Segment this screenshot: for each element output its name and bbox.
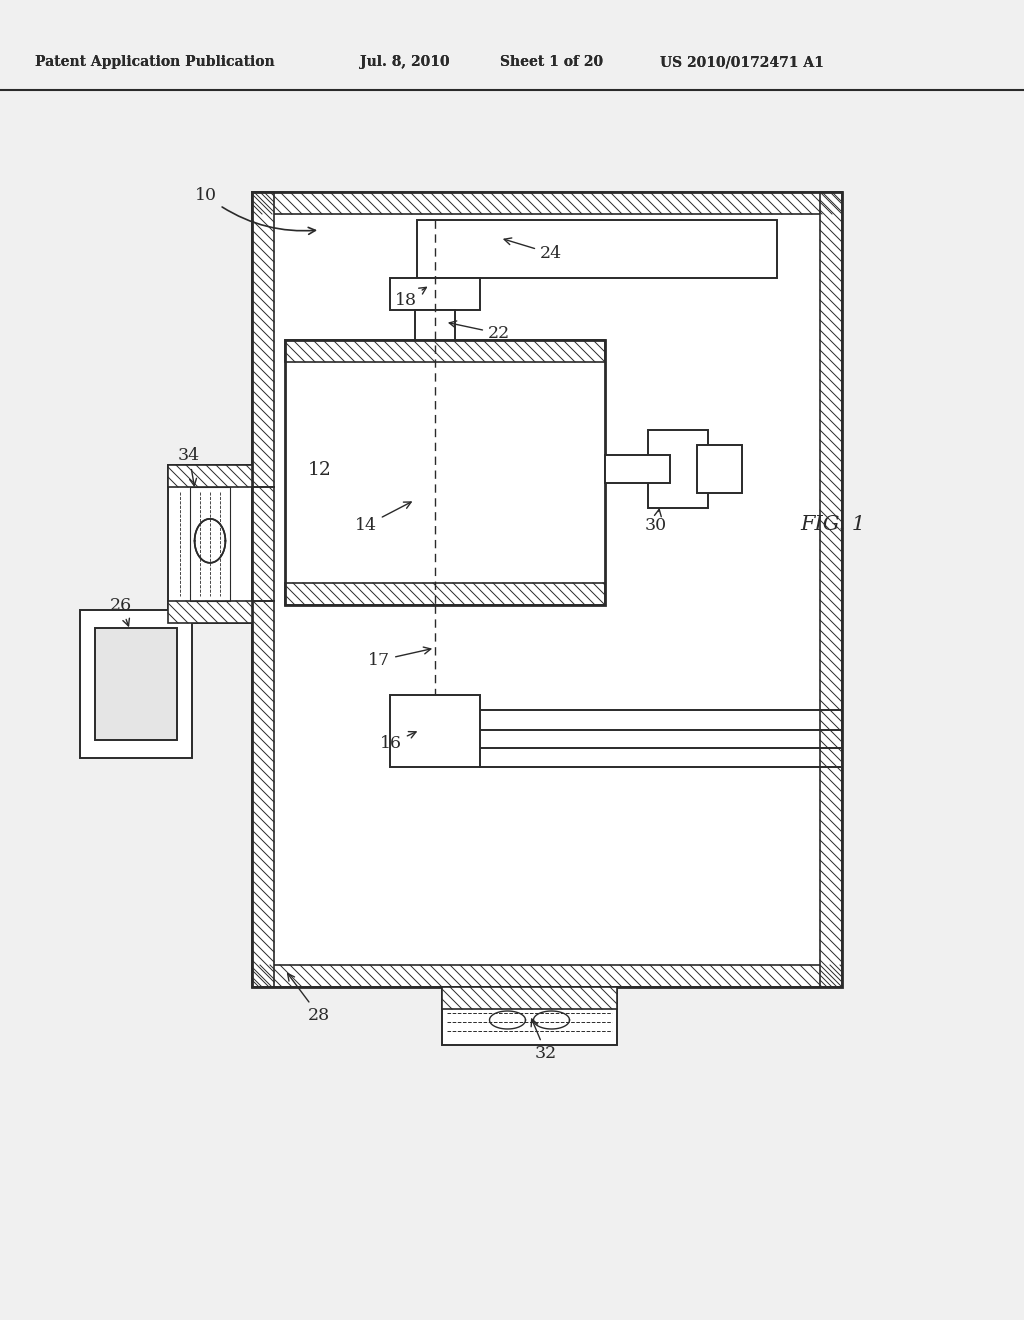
Text: Sheet 1 of 20: Sheet 1 of 20 [500,55,603,69]
Bar [274,214,820,965]
Bar [697,445,742,492]
Text: 18: 18 [395,288,426,309]
Bar [390,696,480,767]
Bar [285,341,605,605]
Text: US 2010/0172471 A1: US 2010/0172471 A1 [660,55,824,69]
Bar [415,310,455,341]
Text: 14: 14 [355,502,412,535]
Bar [190,487,230,601]
Text: 28: 28 [288,973,330,1024]
Bar [80,610,193,758]
Bar [168,465,252,487]
Bar [648,430,708,508]
Bar [168,601,252,623]
Bar [252,191,842,214]
Text: 30: 30 [645,510,667,535]
Bar [390,279,480,310]
Text: US 2010/0172471 A1: US 2010/0172471 A1 [660,55,824,69]
Text: 17: 17 [368,647,431,669]
Text: Sheet 1 of 20: Sheet 1 of 20 [500,55,603,69]
Text: Jul. 8, 2010: Jul. 8, 2010 [360,55,450,69]
Bar [252,965,842,987]
Text: 22: 22 [450,321,510,342]
Text: 24: 24 [504,238,562,261]
Bar [442,987,617,1008]
Bar [820,191,842,987]
Text: 10: 10 [195,187,315,235]
Text: 26: 26 [110,597,132,626]
Bar [605,455,670,483]
Bar [252,191,842,987]
Text: 12: 12 [308,461,332,479]
Bar [95,628,177,741]
Bar [442,987,617,1045]
Text: 32: 32 [531,1019,557,1063]
Text: 16: 16 [380,731,416,752]
Bar [285,583,605,605]
Bar [417,220,777,279]
Text: Patent Application Publication: Patent Application Publication [35,55,274,69]
Bar [168,465,252,623]
Bar [285,341,605,362]
Text: Patent Application Publication: Patent Application Publication [35,55,274,69]
Text: Jul. 8, 2010: Jul. 8, 2010 [360,55,450,69]
Bar [252,191,274,987]
Text: FIG. 1: FIG. 1 [800,515,865,535]
Text: 34: 34 [178,447,200,486]
